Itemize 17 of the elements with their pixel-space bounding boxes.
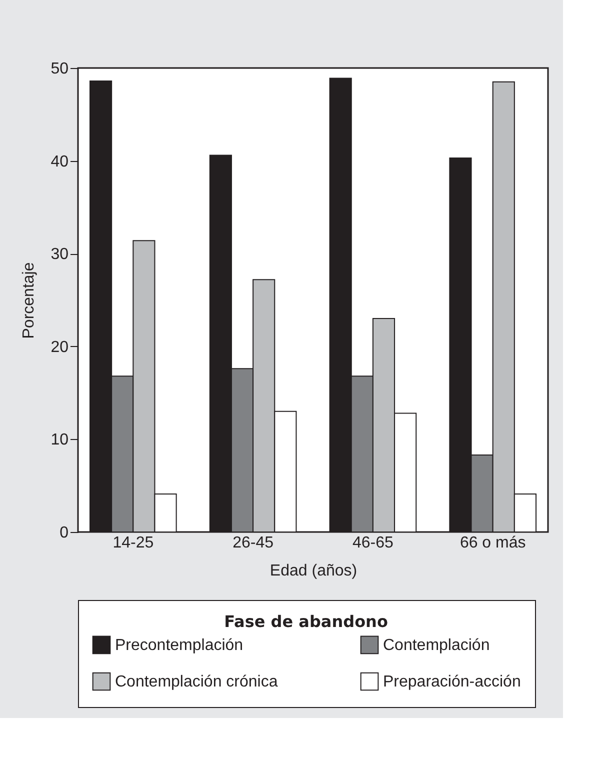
legend-label: Contemplación [383, 636, 490, 654]
y-tick-label: 50 [50, 60, 69, 78]
legend-label: Preparación-acción [383, 674, 521, 690]
legend-title: Fase de abandono [224, 612, 388, 631]
legend-label: Contemplación crónica [115, 674, 278, 690]
x-tick-label: 66 o más [460, 534, 526, 552]
x-tick-label: 14-25 [112, 534, 154, 552]
y-tick-label: 0 [60, 524, 69, 542]
y-tick-label: 20 [50, 338, 69, 356]
y-tick-label: 40 [50, 153, 69, 170]
x-tick-label: 46-65 [352, 534, 394, 552]
x-tick-label: 26-45 [232, 534, 274, 552]
legend-label: Precontemplación [115, 636, 244, 654]
y-tick-label: 10 [50, 432, 69, 449]
y-tick-label: 30 [50, 246, 69, 264]
x-axis-title: Edad (años) [270, 562, 358, 580]
y-axis-title: Porcentaje [20, 262, 38, 339]
